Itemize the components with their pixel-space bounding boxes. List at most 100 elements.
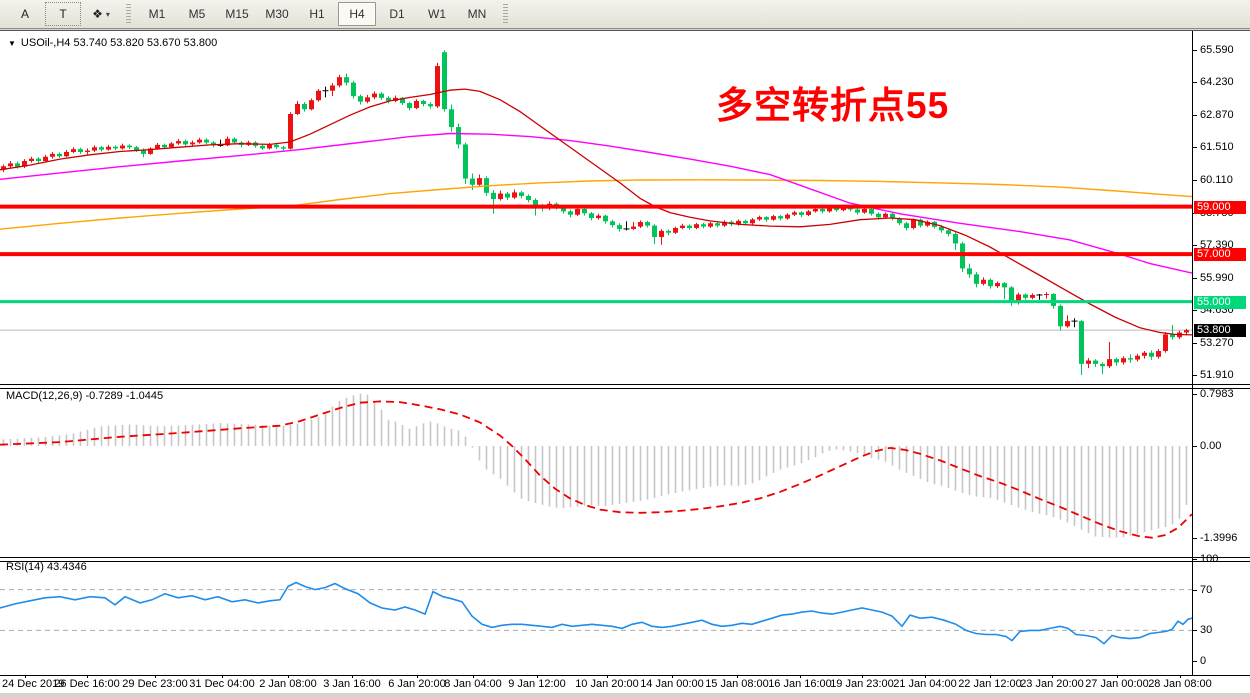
text-annotation-button[interactable]: A	[20, 7, 29, 21]
candle-body	[701, 224, 706, 227]
annotation-text[interactable]: 多空转折点55	[716, 85, 950, 126]
macd-pane[interactable]	[0, 387, 1192, 557]
time-axis-tick	[155, 675, 156, 678]
candle-body	[316, 90, 321, 101]
candle-body	[883, 213, 888, 218]
time-axis-tick	[925, 675, 926, 678]
candle-body	[1093, 360, 1098, 364]
timeframe-button-m30[interactable]: M30	[265, 7, 289, 21]
candle-body	[1058, 305, 1063, 327]
time-axis-tick	[417, 675, 418, 678]
candle-body	[1, 166, 6, 170]
candle-body	[582, 209, 587, 214]
candle-body	[22, 161, 27, 167]
candle-body	[841, 207, 846, 211]
candle-body	[757, 217, 762, 220]
timeframe-button-m1[interactable]: M1	[148, 7, 166, 21]
candle-body	[281, 147, 286, 149]
symbol-dropdown-icon[interactable]: ▼	[8, 38, 16, 48]
time-axis-tick	[1180, 675, 1181, 678]
timeframe-button-m15[interactable]: M15	[225, 7, 249, 21]
shapes-button[interactable]: ❖ ▾	[83, 2, 119, 26]
time-axis-label: 8 Jan 04:00	[444, 678, 502, 690]
price-axis-label: 30	[1200, 624, 1213, 637]
price-axis-tick	[1192, 559, 1197, 560]
timeframe-button-h4[interactable]: H4	[338, 2, 376, 26]
candle-body	[1086, 360, 1091, 364]
candle-body	[190, 142, 195, 145]
candle-body	[575, 209, 580, 215]
candle-body	[561, 207, 566, 212]
time-axis-tick	[800, 675, 801, 678]
price-axis-label: 100	[1200, 553, 1219, 565]
candle-body	[715, 223, 720, 226]
candle-body	[15, 163, 20, 167]
timeframe-button-m5[interactable]: M5	[188, 7, 206, 21]
candle-body	[890, 213, 895, 219]
candle-body	[988, 279, 993, 287]
macd-signal-line	[0, 400, 1192, 539]
toolbar-grip	[503, 4, 508, 24]
candle-body	[337, 77, 342, 86]
candle-body	[911, 219, 916, 229]
main-chart-pane[interactable]	[0, 33, 1192, 385]
candle-body	[505, 193, 510, 198]
candle-body	[974, 274, 979, 284]
candle-body	[260, 145, 265, 149]
timeframe-button-h1[interactable]: H1	[309, 7, 325, 21]
time-axis-tick	[288, 675, 289, 678]
price-axis-label: 0.00	[1200, 439, 1222, 452]
time-axis-tick	[1117, 675, 1118, 678]
candle-body	[386, 97, 391, 101]
candle-body	[477, 178, 482, 185]
horizontal-level-line	[0, 300, 1192, 304]
candle-body	[589, 213, 594, 219]
candle-body	[1009, 287, 1014, 303]
price-axis-tick	[1192, 375, 1197, 377]
time-axis-border	[0, 675, 1250, 676]
time-axis-tick	[990, 675, 991, 678]
time-axis-label: 15 Jan 08:00	[705, 678, 769, 690]
timeframe-button-d1[interactable]: D1	[389, 7, 405, 21]
candle-body	[1114, 359, 1119, 363]
candle-body	[596, 215, 601, 219]
candle-body	[568, 211, 573, 215]
timeframe-button-w1[interactable]: W1	[428, 7, 446, 21]
candle-body	[1156, 351, 1161, 357]
candle-body	[407, 103, 412, 109]
candle-body	[204, 139, 209, 143]
candle-body	[806, 211, 811, 215]
price-axis-border	[1192, 31, 1193, 675]
text-label-button[interactable]: T	[45, 2, 81, 26]
price-axis-tick	[1192, 278, 1197, 280]
candle-body	[43, 156, 48, 162]
candle-body	[666, 230, 671, 233]
price-axis-tick	[1192, 244, 1197, 246]
candle-body	[694, 224, 699, 229]
price-axis-tick	[1192, 537, 1197, 539]
candle-body	[512, 192, 517, 198]
ma-slow-line	[0, 179, 1192, 230]
timeframe-toolbar: M1 M5 M15 M30 H1 H4 D1 W1 MN	[137, 2, 497, 26]
candle-body	[603, 215, 608, 222]
candle-body	[330, 85, 335, 91]
candle-body	[365, 97, 370, 102]
candle-body	[771, 216, 776, 220]
price-axis-tick	[1192, 589, 1197, 591]
candle-body	[435, 66, 440, 107]
candle-body	[463, 144, 468, 179]
candle-body	[645, 222, 650, 226]
pane-separator[interactable]	[0, 557, 1250, 562]
candle-body	[92, 147, 97, 151]
timeframe-button-mn[interactable]: MN	[467, 7, 487, 21]
candle-body	[225, 138, 230, 146]
time-axis-label: 19 Jan 23:00	[830, 678, 894, 690]
candle-body	[1170, 334, 1175, 338]
chart-window[interactable]: ▼ USOil-,H4 53.740 53.820 53.670 53.800 …	[0, 30, 1250, 693]
candle-body	[939, 226, 944, 231]
symbol-info: USOil-,H4 53.740 53.820 53.670 53.800	[20, 37, 218, 49]
rsi-pane[interactable]	[0, 559, 1192, 675]
pane-separator[interactable]	[0, 384, 1250, 389]
candle-body	[141, 150, 146, 154]
chevron-down-icon: ▾	[105, 9, 110, 19]
